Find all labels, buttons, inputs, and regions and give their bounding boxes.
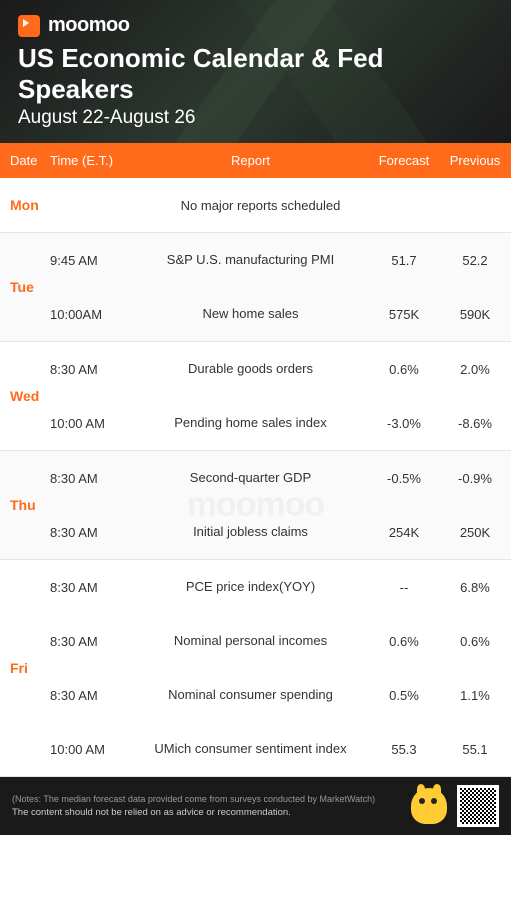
report-cell: Second-quarter GDP [132,466,369,491]
table-row: 8:30 AMInitial jobless claims254K250K [50,505,511,559]
day-block: Wed8:30 AMDurable goods orders0.6%2.0%10… [0,342,511,451]
forecast-cell: 51.7 [369,249,439,272]
report-cell: Initial jobless claims [132,520,369,545]
report-cell: Durable goods orders [132,357,369,382]
forecast-cell: 575K [369,303,439,326]
previous-cell: -0.9% [439,467,511,490]
brand-name: moomoo [48,14,129,37]
day-block: MonNo major reports scheduled [0,178,511,233]
page-title: US Economic Calendar & Fed Speakers [18,43,493,105]
day-label: Wed [0,342,50,450]
previous-cell: 1.1% [439,684,511,707]
day-rows: 8:30 AMSecond-quarter GDP-0.5%-0.9%8:30 … [50,451,511,559]
time-cell: 10:00AM [50,303,132,326]
report-cell: Nominal personal incomes [132,629,369,654]
forecast-cell: -0.5% [369,467,439,490]
table-row: 9:45 AMS&P U.S. manufacturing PMI51.752.… [50,233,511,287]
time-cell: 8:30 AM [50,684,132,707]
table-header-row: Date Time (E.T.) Report Forecast Previou… [0,143,511,178]
day-rows: 8:30 AMDurable goods orders0.6%2.0%10:00… [50,342,511,450]
no-reports-message: No major reports scheduled [50,178,511,232]
time-cell: 8:30 AM [50,358,132,381]
table-row: 8:30 AMNominal consumer spending0.5%1.1% [50,668,511,722]
previous-cell: 250K [439,521,511,544]
time-cell: 8:30 AM [50,630,132,653]
previous-cell: 55.1 [439,738,511,761]
report-cell: New home sales [132,302,369,327]
day-rows: 9:45 AMS&P U.S. manufacturing PMI51.752.… [50,233,511,341]
time-cell: 10:00 AM [50,738,132,761]
report-cell: S&P U.S. manufacturing PMI [132,248,369,273]
table-row: 8:30 AMPCE price index(YOY)--6.8% [50,560,511,614]
table-row: 10:00AMNew home sales575K590K [50,287,511,341]
day-label: Tue [0,233,50,341]
time-cell: 8:30 AM [50,576,132,599]
time-cell: 8:30 AM [50,467,132,490]
table-row: 8:30 AMSecond-quarter GDP-0.5%-0.9% [50,451,511,505]
footer: (Notes: The median forecast data provide… [0,777,511,835]
previous-cell: 2.0% [439,358,511,381]
previous-cell: -8.6% [439,412,511,435]
moomoo-logo-icon [18,15,40,37]
table-row: 8:30 AMNominal personal incomes0.6%0.6% [50,614,511,668]
previous-cell: 52.2 [439,249,511,272]
time-cell: 9:45 AM [50,249,132,272]
forecast-cell: -3.0% [369,412,439,435]
forecast-cell: 0.5% [369,684,439,707]
mascot-icon [411,788,447,824]
table-row: 10:00 AMPending home sales index-3.0%-8.… [50,396,511,450]
col-header-time: Time (E.T.) [50,143,132,178]
time-cell: 10:00 AM [50,412,132,435]
previous-cell: 590K [439,303,511,326]
day-label: Fri [0,560,50,776]
date-range: August 22-August 26 [18,107,493,129]
qr-code-icon [457,785,499,827]
time-cell: 8:30 AM [50,521,132,544]
header-banner: moomoo US Economic Calendar & Fed Speake… [0,0,511,143]
footer-text: (Notes: The median forecast data provide… [12,793,401,819]
forecast-cell: 254K [369,521,439,544]
day-block: Tue9:45 AMS&P U.S. manufacturing PMI51.7… [0,233,511,342]
col-header-previous: Previous [439,143,511,178]
table-row: 8:30 AMDurable goods orders0.6%2.0% [50,342,511,396]
forecast-cell: -- [369,576,439,599]
forecast-cell: 0.6% [369,630,439,653]
report-cell: PCE price index(YOY) [132,575,369,600]
previous-cell: 0.6% [439,630,511,653]
day-block: Thu8:30 AMSecond-quarter GDP-0.5%-0.9%8:… [0,451,511,560]
report-cell: UMich consumer sentiment index [132,737,369,762]
calendar-body: MonNo major reports scheduledTue9:45 AMS… [0,178,511,777]
footer-disclaimer: The content should not be relied on as a… [12,806,401,819]
day-label: Mon [0,178,50,232]
day-rows: 8:30 AMPCE price index(YOY)--6.8%8:30 AM… [50,560,511,776]
col-header-report: Report [132,143,369,178]
day-label: Thu [0,451,50,559]
footer-notes: (Notes: The median forecast data provide… [12,793,401,806]
table-row: 10:00 AMUMich consumer sentiment index55… [50,722,511,776]
col-header-forecast: Forecast [369,143,439,178]
day-block: Fri8:30 AMPCE price index(YOY)--6.8%8:30… [0,560,511,777]
forecast-cell: 0.6% [369,358,439,381]
forecast-cell: 55.3 [369,738,439,761]
previous-cell: 6.8% [439,576,511,599]
report-cell: Nominal consumer spending [132,683,369,708]
report-cell: Pending home sales index [132,411,369,436]
logo-row: moomoo [18,14,493,37]
col-header-date: Date [0,143,50,178]
